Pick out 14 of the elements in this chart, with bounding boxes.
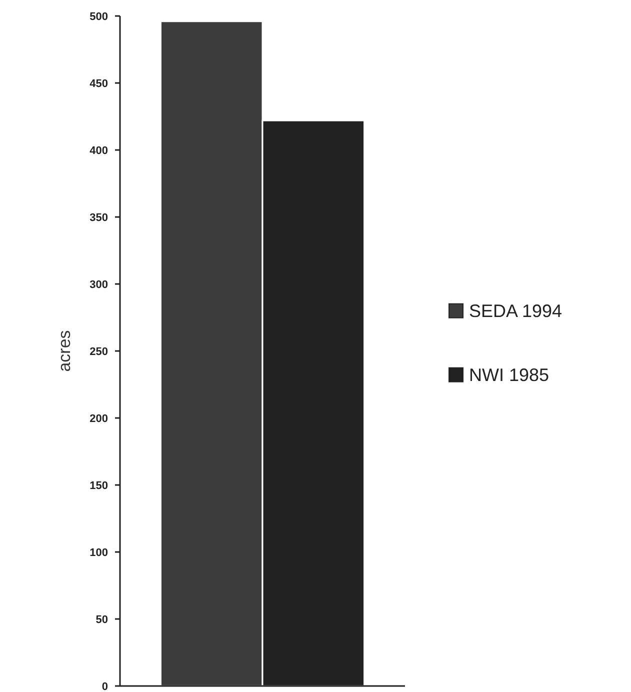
y-tick-label: 150 [90,480,108,492]
y-tick-label: 0 [102,680,108,692]
y-tick-label: 300 [90,278,108,291]
y-tick-label: 400 [90,144,108,157]
legend-label: SEDA 1994 [469,301,562,322]
y-tick-label: 50 [96,614,108,626]
legend-label: NWI 1985 [469,365,550,386]
y-tick-label: 200 [90,412,108,425]
y-tick-label: 500 [90,10,108,23]
y-tick-label: 450 [90,78,108,90]
y-tick-label: 350 [90,212,108,224]
y-tick-label: 100 [90,546,108,559]
y-tick-label: 250 [90,346,108,358]
y-axis-title: acres [55,330,74,372]
